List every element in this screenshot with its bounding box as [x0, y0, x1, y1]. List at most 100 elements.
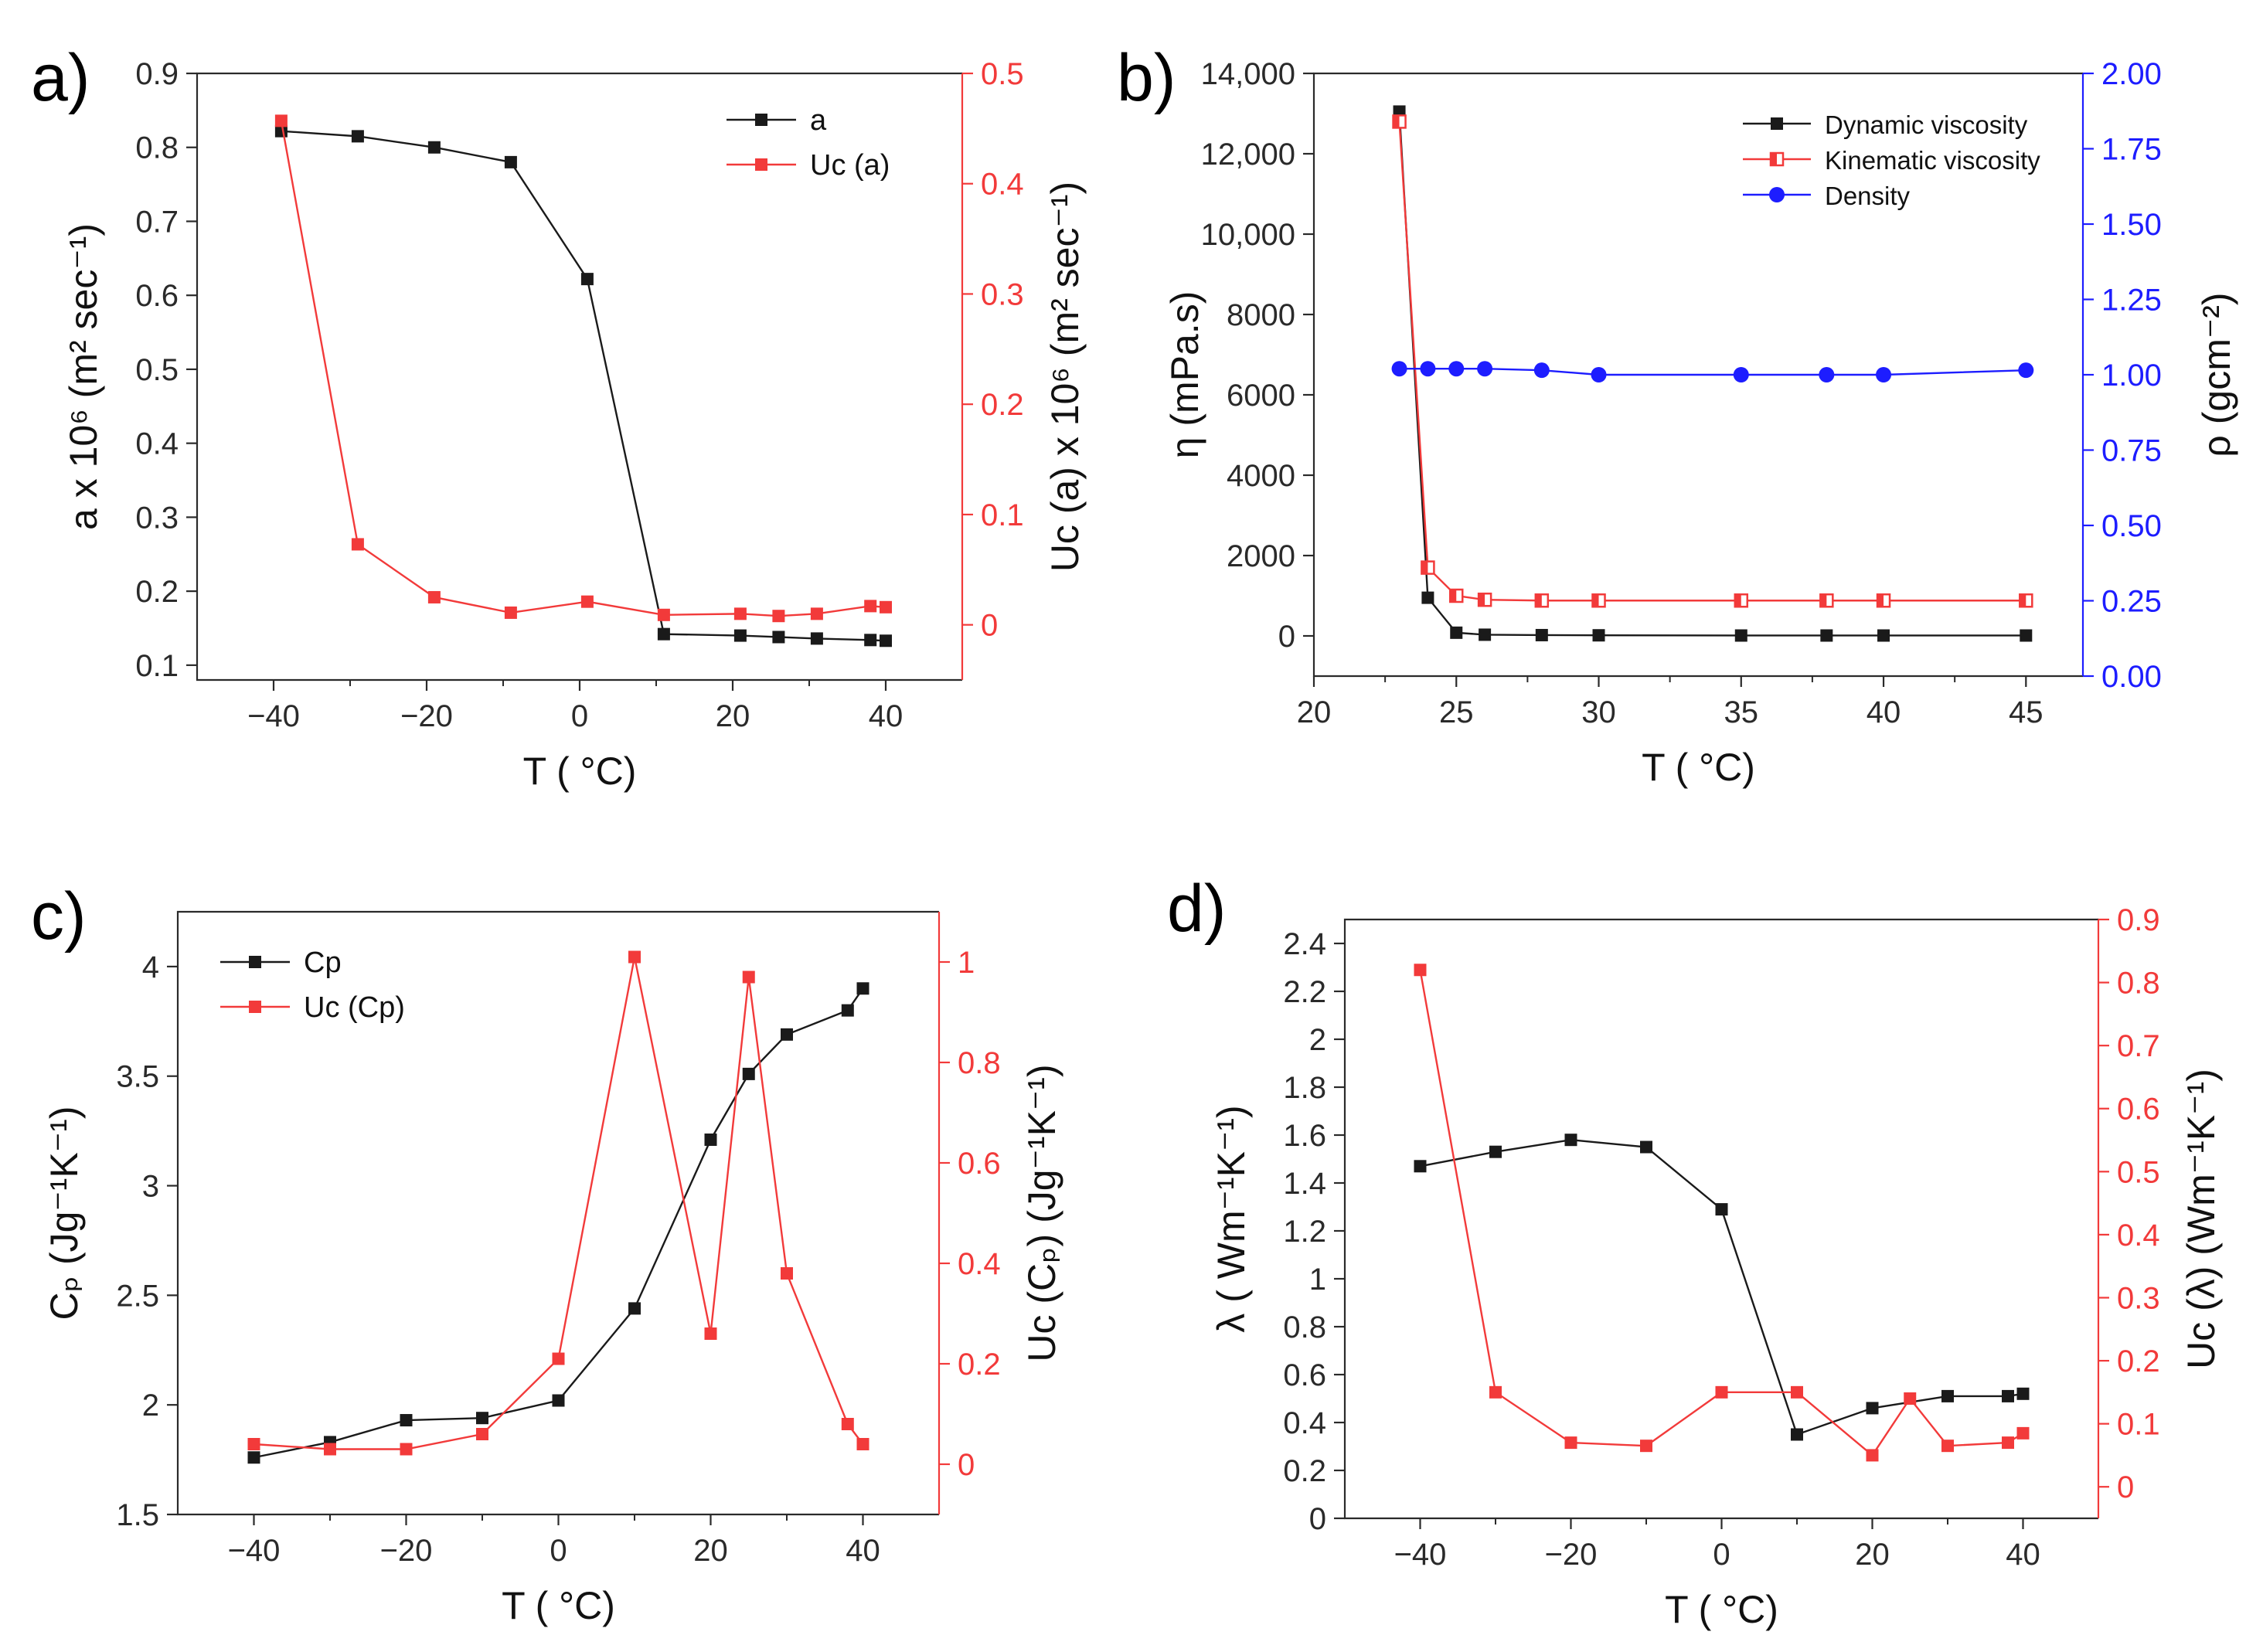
data-point	[772, 631, 785, 644]
x-tick-label: 30	[1581, 695, 1616, 729]
y-right-tick-label: 0.4	[981, 168, 1024, 202]
x-tick-label: 35	[1724, 695, 1759, 729]
y-right-tick-label: 0.1	[2117, 1408, 2160, 1442]
y-right-tick-label: 0.00	[2101, 660, 2162, 694]
series-density	[1391, 361, 2034, 382]
x-tick-label: −20	[400, 699, 453, 733]
y-left-tick-label: 0.6	[1283, 1358, 1326, 1392]
y-right-tick-label: 1.25	[2101, 284, 2162, 318]
data-point	[1489, 1145, 1502, 1158]
y-right-tick-label: 0.3	[2117, 1281, 2160, 1315]
y-left-tick-label: 2.4	[1283, 927, 1326, 961]
x-tick-label: 20	[716, 699, 750, 733]
series-uc-a-	[274, 114, 892, 623]
y-right-tick-label: 0.6	[958, 1147, 1001, 1181]
x-tick-label: 25	[1439, 695, 1474, 729]
data-point	[1876, 593, 1891, 608]
x-tick-label: −40	[247, 699, 300, 733]
legend-swatch-marker	[249, 956, 261, 968]
y-right-tick-label: 0.5	[981, 57, 1024, 91]
y-right-tick-label: 0.2	[981, 388, 1024, 422]
x-tick-label: −20	[380, 1534, 433, 1568]
y-left-tick-label: 0.3	[135, 501, 179, 535]
y-left-tick-label: 0.7	[135, 205, 179, 239]
data-point	[1941, 1389, 1954, 1402]
data-point	[400, 1414, 413, 1427]
data-point	[841, 1004, 854, 1017]
panel-label: b)	[1117, 41, 1176, 115]
plot-frame	[1312, 72, 2083, 678]
data-point	[1449, 588, 1464, 603]
x-axis-title: T ( °C)	[1642, 746, 1755, 789]
panel-d: d)−40 −20 0 20 4000.20.40.60.811.21.41.61.82…	[1167, 872, 2223, 1631]
panel-label: c)	[31, 879, 87, 953]
data-point	[1734, 593, 1749, 608]
y-right-tick-label: 0.3	[981, 277, 1024, 311]
y-left-tick-label: 0.8	[1283, 1310, 1326, 1344]
y-right-tick-label: 0.25	[2101, 585, 2162, 619]
legend-entry: Kinematic viscosity	[1825, 146, 2040, 175]
data-point	[1791, 1428, 1803, 1441]
data-point	[1733, 367, 1749, 382]
panel-label: a)	[31, 41, 90, 115]
data-point	[657, 608, 670, 621]
y-right-tick-label: 0	[2117, 1470, 2134, 1504]
x-tick-label: 20	[1855, 1538, 1890, 1572]
data-point	[657, 627, 670, 641]
y-left-axis-title: λ ( Wm⁻¹K⁻¹)	[1210, 1105, 1253, 1332]
data-point	[1421, 560, 1435, 575]
y-right-tick-label: 0.2	[2117, 1344, 2160, 1378]
y-left-tick-label: 1.4	[1283, 1167, 1326, 1201]
y-left-tick-label: 2.2	[1283, 975, 1326, 1009]
data-point	[2002, 1436, 2014, 1450]
data-point	[1819, 593, 1834, 608]
plot-frame	[176, 910, 939, 1516]
data-point	[351, 538, 364, 551]
y-right-tick-label: 1.00	[2101, 359, 2162, 393]
data-point	[841, 1418, 854, 1430]
y-left-tick-label: 0.2	[1283, 1454, 1326, 1488]
data-point	[742, 970, 755, 984]
series-line	[254, 987, 864, 1459]
y-right-axis-title: Uᴄ (a) x 10⁶ (m² sec⁻¹)	[1043, 182, 1087, 572]
panel-b: b) 20 25 30 35 40 45 0 2000 4000 6000 8000 10,000 12,…	[1117, 41, 2238, 789]
data-point	[1450, 626, 1463, 639]
data-point	[324, 1443, 336, 1456]
legend-entry: a	[810, 104, 827, 137]
y-left-tick-label: 1.8	[1283, 1071, 1326, 1105]
y-right-tick-label: 0.6	[2117, 1093, 2160, 1127]
y-right-tick-label: 0.8	[958, 1046, 1001, 1080]
data-point	[1866, 1402, 1879, 1415]
data-point	[1715, 1385, 1728, 1399]
y-left-tick-label: 2000	[1227, 539, 1295, 573]
legend-entry: Cp	[304, 947, 342, 979]
y-left-tick-label: 2	[142, 1389, 159, 1423]
data-point	[704, 1133, 717, 1146]
data-point	[1420, 361, 1436, 377]
y-right-tick-label: 0.4	[2117, 1219, 2160, 1253]
data-point	[1941, 1440, 1954, 1453]
y-right-tick-label: 0.4	[958, 1247, 1001, 1281]
y-right-tick-label: 0.2	[958, 1348, 1001, 1382]
data-point	[1640, 1140, 1652, 1154]
data-point	[2016, 1387, 2030, 1400]
data-point	[864, 600, 877, 613]
series-line	[280, 121, 886, 617]
y-left-tick-label: 8000	[1227, 298, 1295, 332]
data-point	[1391, 361, 1407, 377]
y-left-tick-label: 0.1	[135, 649, 179, 683]
y-left-tick-label: 0.4	[1283, 1406, 1326, 1440]
series-dynamic-viscosity	[1393, 105, 2033, 642]
data-point	[504, 606, 517, 619]
legend-swatch-marker	[1769, 187, 1785, 202]
data-point	[476, 1428, 488, 1440]
y-left-tick-label: 3.5	[116, 1060, 159, 1094]
y-left-tick-label: 4	[142, 950, 159, 984]
x-tick-label: 20	[693, 1534, 728, 1568]
series-kinematic-viscosity	[1392, 114, 2033, 608]
y-left-tick-label: 4000	[1227, 459, 1295, 493]
data-point	[580, 273, 594, 286]
x-tick-label: 0	[550, 1534, 567, 1568]
data-point	[1414, 1160, 1427, 1173]
legend-entry: Dynamic viscosity	[1825, 110, 2028, 139]
